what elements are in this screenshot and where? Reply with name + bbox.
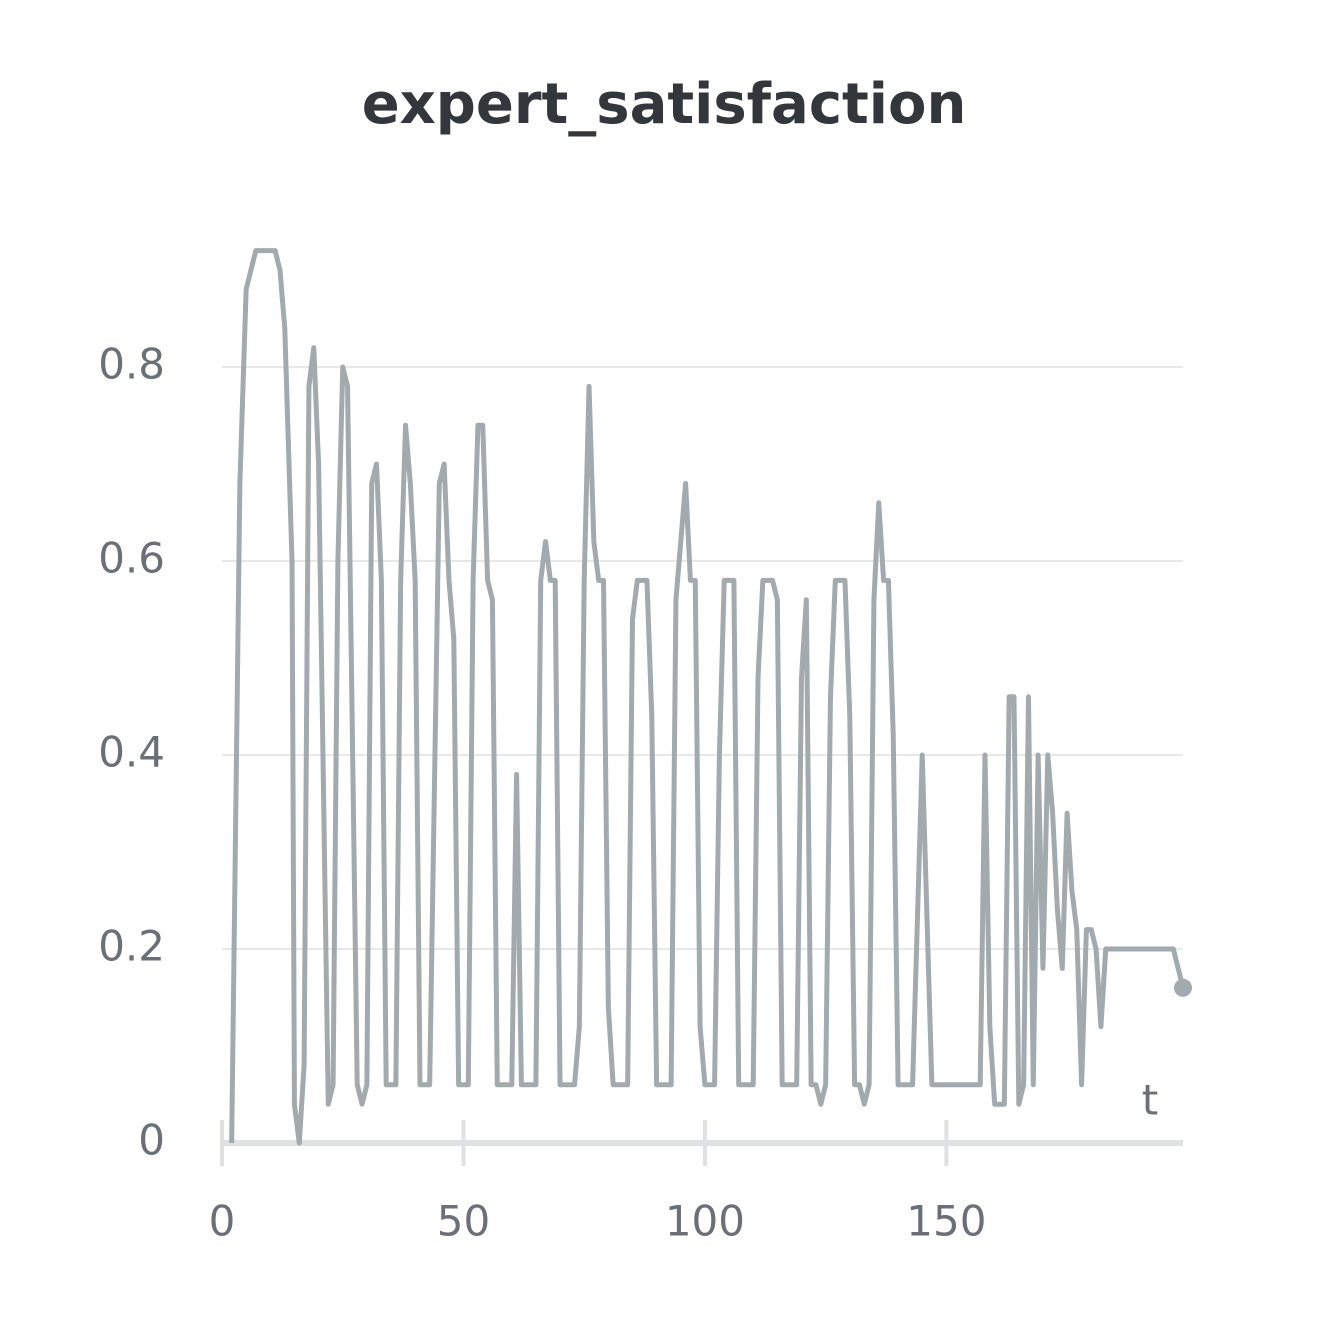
y-tick-label: 0.4 xyxy=(98,728,165,777)
x-tick-label: 150 xyxy=(906,1197,986,1246)
x-tick-label: 50 xyxy=(437,1197,490,1246)
x-tick-label: 0 xyxy=(209,1197,236,1246)
y-tick-label: 0.8 xyxy=(98,340,165,389)
x-axis-label: t xyxy=(1142,1076,1158,1125)
x-tick-label: 100 xyxy=(665,1197,745,1246)
y-tick-label: 0.2 xyxy=(98,922,165,971)
y-tick-label: 0.6 xyxy=(98,534,165,583)
end-point xyxy=(1174,978,1192,997)
chart-title: expert_satisfaction xyxy=(362,72,967,137)
y-tick-label: 0 xyxy=(138,1116,165,1165)
line xyxy=(229,248,1186,1146)
